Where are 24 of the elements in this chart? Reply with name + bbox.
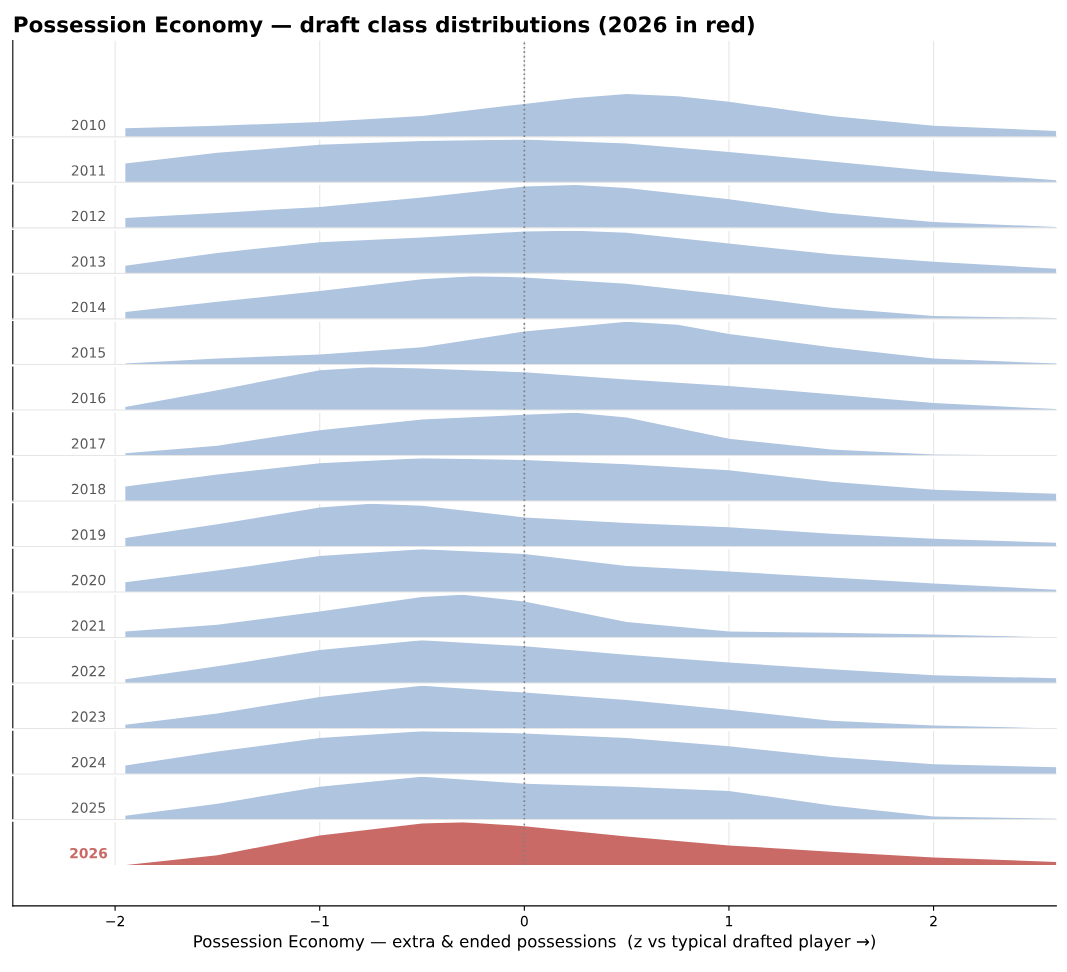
series-label: 2014 [71,301,106,313]
x-tick-label: 2 [930,915,937,927]
series-label: 2025 [71,802,105,813]
series-label: 2017 [71,438,105,449]
series-label: 2010 [71,119,106,131]
chart-title: Possession Economy — draft class distributions (2026 in red) [14,15,754,37]
series-label: 2019 [71,529,106,540]
x-axis-title: Possession Economy — extra & ended possessions (z vs typical drafted player →) [194,934,875,951]
series-label: 2015 [71,347,105,358]
series-label: 2022 [71,665,105,677]
series-label: 2016 [71,392,106,404]
series-label: 2026 [70,847,108,859]
x-tick-label: −1 [310,916,329,927]
series-label: 2018 [71,483,106,495]
series-label: 2011 [71,165,105,176]
series-label: 2023 [71,711,106,722]
x-tick-label: 1 [726,916,733,927]
series-label: 2013 [71,256,106,267]
series-label: 2021 [71,620,105,631]
x-tick-label: 0 [520,915,528,927]
series-label: 2024 [71,756,106,768]
series-label: 2012 [71,210,105,222]
x-tick-label: −2 [106,915,124,927]
series-label: 2020 [71,574,106,586]
